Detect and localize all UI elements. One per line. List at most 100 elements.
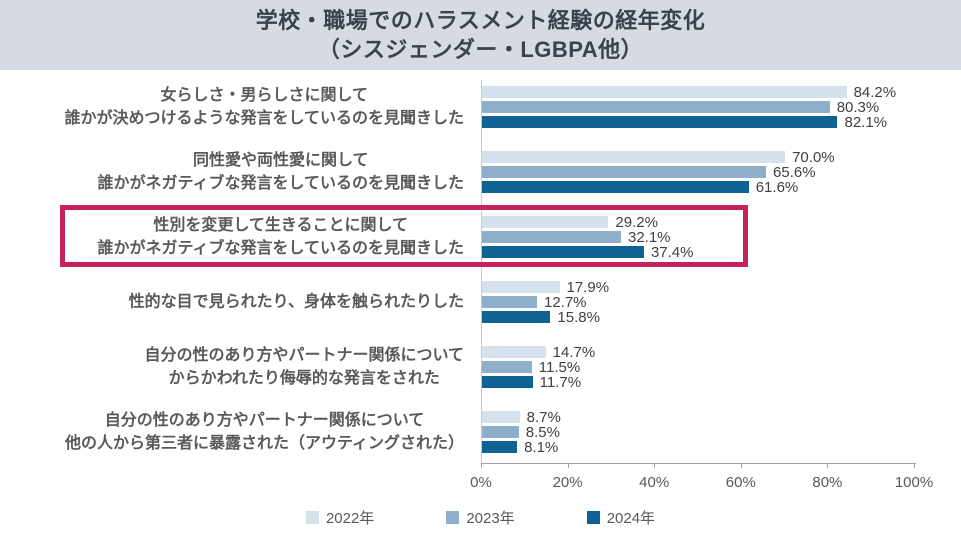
chart-row: 性的な目で見られたり、身体を触られたりした 17.9% 12.7% 15.8% [0,278,961,326]
bar-line-series-1: 80.3% [482,98,896,116]
legend: 2022年 2023年 2024年 [0,507,961,528]
bar-group: 70.0% 65.6% 61.6% [482,148,835,196]
bar-series-0 [482,216,609,228]
bar-value-label: 61.6% [755,178,799,196]
bar-line-series-1: 65.6% [482,165,835,180]
bar-value-label: 32.1% [627,228,671,246]
category-label-line1: 同性愛や両性愛に関して [192,152,369,169]
bar-group: 84.2% 80.3% 82.1% [482,83,897,131]
bar-line-series-1: 11.5% [482,358,595,376]
bar-value-label: 12.7% [543,293,587,311]
bar-group: 29.2% 32.1% 37.4% [482,213,694,261]
bar-group: 17.9% 12.7% 15.8% [482,278,610,326]
bar-value-label: 70.0% [792,148,835,166]
category-label-line1: 自分の性のあり方やパートナー関係について [144,347,464,364]
category-label-line2: 誰かがネガティブな発言をしているのを見聞きした [97,240,464,257]
bar-line-series-1: 32.1% [482,228,693,246]
bar-series-2 [482,116,838,128]
bar-value-label: 8.1% [524,438,559,456]
page-title-line2: （シスジェンダー・LGBPA他） [317,37,644,62]
bar-series-1 [482,426,519,438]
category-label-line1: 性的な目で見られたり、身体を触られたりした [128,293,464,311]
x-tick-label: 40% [639,474,670,491]
category-label: 自分の性のあり方やパートナー関係について からかわれたり侮辱的な発言をされた [144,344,464,390]
legend-item-2024: 2024年 [586,507,656,528]
bar-series-0 [482,86,847,98]
legend-item-2023: 2023年 [446,507,515,528]
x-tick-mark [740,464,742,468]
category-label-line1: 女らしさ・男らしさに関して [160,87,368,104]
bar-series-1 [482,361,532,373]
bar-line-series-1: 12.7% [482,293,609,311]
category-label: 女らしさ・男らしさに関して誰かが決めつけるような発言をしているのを見聞きした [64,84,464,130]
bar-value-label: 29.2% [615,213,658,231]
category-label-line2: 他の人から第三者に暴露された（アウティングされた） [64,435,464,452]
bar-line-series-0: 14.7% [482,343,596,361]
bar-value-label: 80.3% [836,98,880,116]
bar-series-0 [482,281,560,293]
bar-value-label: 82.1% [844,113,888,131]
x-tick-mark [654,464,656,468]
bar-series-1 [482,101,830,113]
category-label: 同性愛や両性愛に関して誰かがネガティブな発言をしているのを見聞きした [97,149,464,195]
bar-series-2 [482,376,533,388]
bar-line-series-2: 82.1% [482,113,896,131]
bar-value-label: 15.8% [557,308,600,326]
category-label-line2: 誰かがネガティブな発言をしているのを見聞きした [97,175,464,192]
bar-value-label: 84.2% [853,83,897,101]
bar-line-series-2: 37.4% [482,243,694,261]
bar-line-series-2: 11.7% [482,375,595,390]
bar-series-2 [482,246,644,258]
x-tick-mark [914,464,915,468]
bar-series-1 [482,166,767,178]
bar-series-2 [482,311,551,323]
x-tick-label: 0% [470,474,492,491]
chart-row: 同性愛や両性愛に関して 誰かがネガティブな発言をしているのを見聞きした 70.0% 6… [0,148,961,196]
chart-row: 自分の性のあり方やパートナー関係について 他の人から第三者に暴露された（アウティン… [0,408,961,456]
bar-value-label: 11.5% [538,358,581,376]
bar-series-1 [482,231,621,243]
category-label: 性別を変更して生きることに関して誰かがネガティブな発言をしているのを見聞きした [97,214,464,260]
chart-row: 女らしさ・男らしさに関して誰かが決めつけるような発言をしているのを見聞きした 84… [0,83,961,131]
bar-line-series-0: 84.2% [482,83,897,101]
bar-value-label: 37.4% [650,243,694,261]
x-axis-line [481,463,916,464]
bar-line-series-2: 8.1% [482,438,561,456]
x-tick-label: 20% [552,474,583,491]
legend-label-2023: 2023年 [466,510,515,527]
bar-line-series-2: 15.8% [482,308,609,326]
bar-line-series-2: 61.6% [482,178,835,196]
legend-swatch-2024 [586,511,600,524]
bar-group: 8.7% 8.5% 8.1% [482,408,561,456]
bar-group: 14.7% 11.5% 11.7% [482,343,596,390]
chart-area: 2022年 2023年 2024年 女らしさ・男らしさに関して誰かが決めつけるよ… [0,70,961,540]
chart-row: 自分の性のあり方やパートナー関係について からかわれたり侮辱的な発言をされた 14.… [0,343,961,390]
bar-value-label: 14.7% [552,343,596,361]
page-title-line1: 学校・職場でのハラスメント経験の経年変化 [255,8,706,33]
y-axis-line [481,80,482,463]
bar-value-label: 8.5% [525,423,560,441]
x-tick-mark [481,464,482,468]
category-label-line2: 誰かが決めつけるような発言をしているのを見聞きした [64,110,464,127]
bar-series-0 [482,346,546,358]
legend-item-2022: 2022年 [305,507,374,528]
bar-series-0 [482,411,520,423]
bar-line-series-0: 8.7% [482,408,561,426]
bar-series-2 [482,441,518,453]
bar-line-series-0: 17.9% [482,278,610,296]
bar-series-1 [482,296,537,308]
x-tick-mark [827,464,829,468]
legend-label-2024: 2024年 [606,510,656,527]
bar-series-0 [482,151,786,163]
bar-line-series-0: 70.0% [482,148,835,166]
slide-header: 学校・職場でのハラスメント経験の経年変化 （シスジェンダー・LGBPA他） [0,0,961,70]
bar-line-series-1: 8.5% [482,423,561,441]
x-tick-label: 80% [812,474,843,491]
bar-value-label: 17.9% [566,278,610,296]
legend-swatch-2022 [305,511,319,524]
category-label-line1: 性別を変更して生きることに関して [153,217,409,234]
bar-value-label: 8.7% [526,408,561,426]
x-tick-mark [567,464,569,468]
category-label-line2: からかわれたり侮辱的な発言をされた [168,370,440,387]
category-label: 性的な目で見られたり、身体を触られたりした [129,291,464,314]
